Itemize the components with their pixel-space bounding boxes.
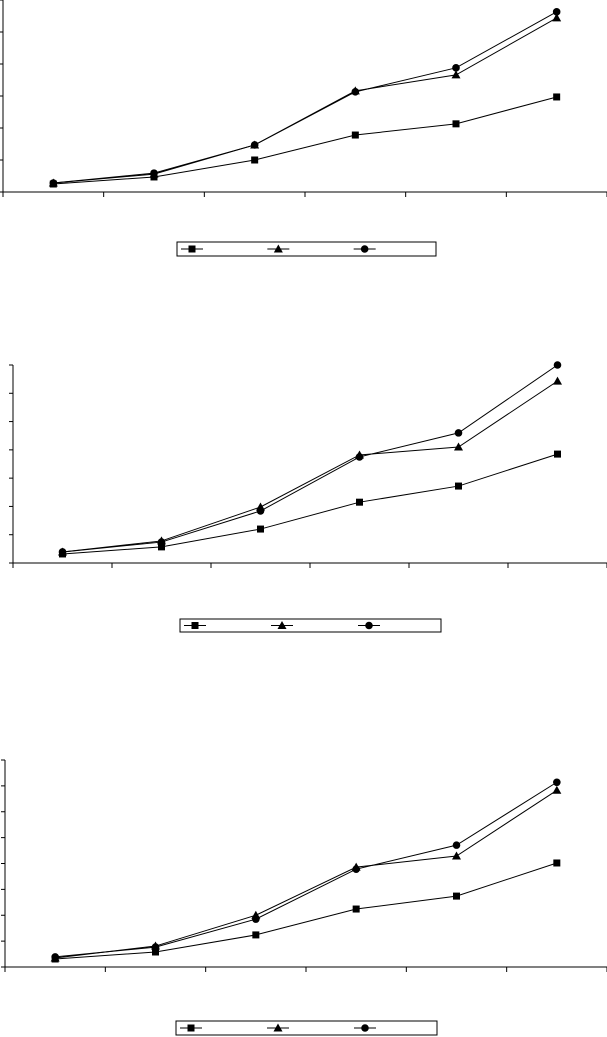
marker-square — [187, 1024, 195, 1032]
series-line — [53, 96, 557, 185]
marker-square — [553, 93, 561, 101]
marker-circle — [454, 429, 463, 437]
marker-square — [452, 120, 460, 128]
marker-square — [152, 948, 159, 956]
marker-circle — [351, 88, 360, 96]
marker-triangle — [273, 1023, 283, 1032]
marker-square — [158, 543, 165, 551]
marker-triangle — [454, 442, 463, 451]
marker-square — [356, 498, 363, 506]
marker-square — [191, 622, 199, 629]
marker-circle — [51, 953, 59, 961]
marker-circle — [352, 865, 360, 873]
marker-circle — [250, 141, 259, 149]
marker-circle — [252, 915, 260, 923]
marker-circle — [452, 64, 460, 72]
series-line — [55, 862, 557, 960]
marker-circle — [553, 778, 561, 787]
marker-circle — [58, 548, 67, 556]
marker-square — [251, 156, 259, 164]
marker-circle — [360, 245, 369, 253]
series-line — [53, 11, 557, 184]
series-line — [62, 453, 558, 555]
marker-circle — [355, 453, 364, 461]
marker-circle — [256, 507, 265, 515]
marker-circle — [553, 361, 562, 369]
marker-circle — [361, 1024, 369, 1032]
marker-square — [453, 892, 460, 900]
marker-square — [455, 482, 462, 490]
series-line — [55, 781, 558, 958]
marker-circle — [452, 841, 461, 849]
marker-triangle — [451, 70, 461, 79]
series-line — [53, 17, 557, 184]
marker-triangle — [552, 785, 562, 794]
marker-circle — [157, 538, 166, 546]
marker-square — [553, 859, 561, 867]
marker-triangle — [552, 13, 562, 22]
marker-triangle — [277, 621, 287, 629]
marker-triangle — [273, 244, 283, 253]
marker-square — [554, 450, 561, 458]
marker-circle — [150, 169, 158, 177]
marker-triangle — [553, 376, 562, 385]
marker-circle — [49, 179, 58, 187]
legend — [175, 1020, 438, 1036]
marker-circle — [151, 943, 160, 951]
marker-square — [257, 525, 264, 533]
marker-square — [352, 905, 360, 913]
marker-circle — [552, 8, 561, 16]
legend — [179, 618, 442, 633]
series-line — [62, 380, 558, 553]
legend — [176, 241, 437, 257]
series-line — [55, 789, 558, 959]
marker-square — [188, 245, 196, 253]
series-line — [62, 364, 558, 553]
marker-triangle — [452, 851, 461, 860]
marker-square — [252, 931, 260, 939]
marker-circle — [365, 621, 373, 630]
marker-square — [351, 131, 359, 139]
